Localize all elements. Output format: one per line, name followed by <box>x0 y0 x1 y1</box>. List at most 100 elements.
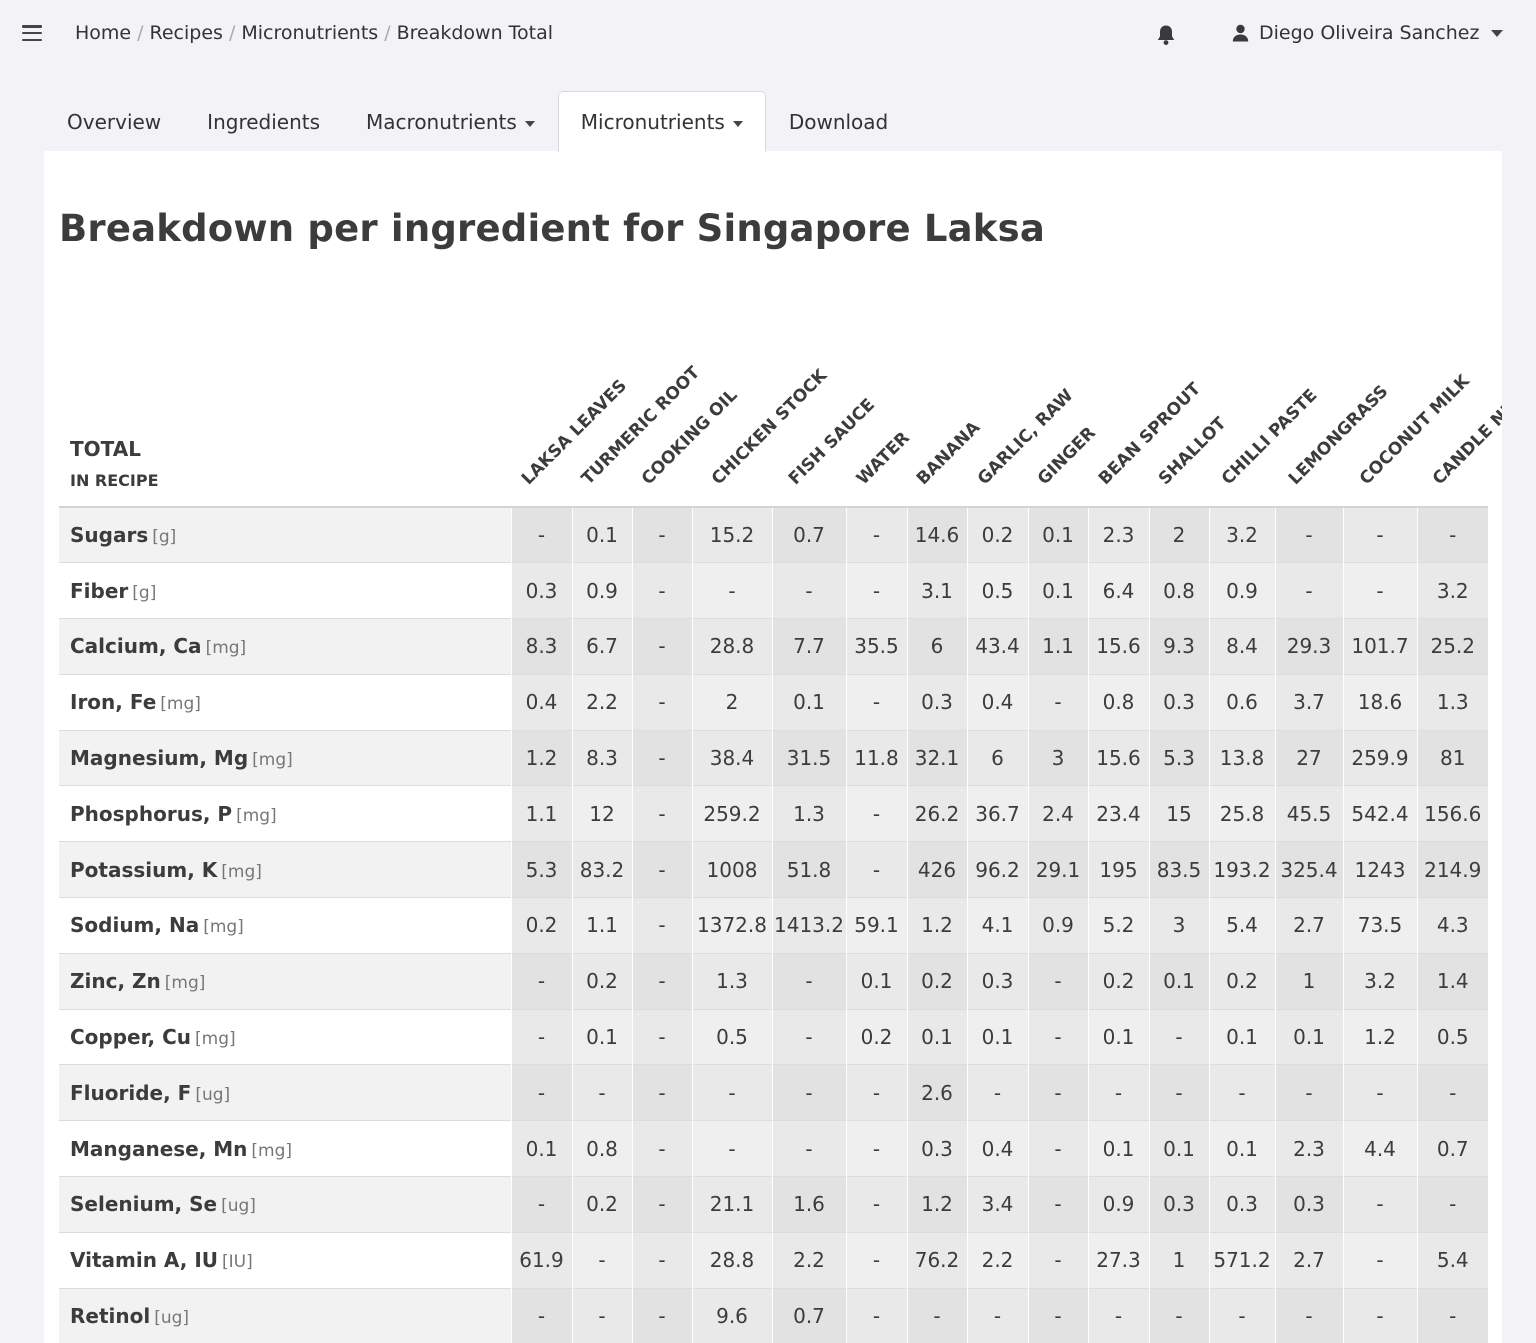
nutrient-label: Retinol <box>70 1304 151 1329</box>
table-cell: 3.7 <box>1274 674 1343 731</box>
table-row: Copper, Cu [mg] -0.1-0.5-0.2 0.1 0.1-0.1-0.1… <box>59 1009 1488 1065</box>
table-cell: 96.2 <box>966 841 1028 898</box>
table-cell: 28.8 <box>691 1232 772 1289</box>
table-cell: - <box>966 1288 1028 1343</box>
table-cell: - <box>845 1120 907 1177</box>
table-cell: - <box>631 1288 692 1343</box>
table-cell: - <box>631 1064 692 1121</box>
table-cell: - <box>510 507 572 563</box>
table-cell: 6 <box>906 618 967 675</box>
table-cell: - <box>1274 1288 1343 1343</box>
table-cell: 1 <box>1274 953 1343 1010</box>
table-cell: 3.2 <box>1416 562 1488 619</box>
table-cell: 0.8 <box>1148 562 1209 619</box>
nutrient-unit: [mg] <box>203 917 244 938</box>
table-cell: 36.7 <box>966 785 1028 842</box>
table-row: Selenium, Se [ug] -0.2-21.1 1.6-1.2 3.4-0.9 0… <box>59 1176 1488 1233</box>
table-cell: 0.9 <box>571 562 632 619</box>
table-cell: 0.3 <box>1208 1176 1275 1233</box>
table-cell: 0.8 <box>1087 674 1149 731</box>
table-cell: 2 <box>1148 507 1209 563</box>
tab-label: Ingredients <box>207 110 321 134</box>
user-icon <box>1232 24 1249 42</box>
tab-download[interactable]: Download <box>766 91 911 152</box>
table-cell: - <box>771 1064 846 1121</box>
table-cell: 5.3 <box>510 841 572 898</box>
table-cell: - <box>1148 1009 1209 1065</box>
table-cell: - <box>1342 1232 1417 1289</box>
user-menu[interactable]: Diego Oliveira Sanchez <box>1232 22 1504 44</box>
table-cell: 0.1 <box>1208 1120 1275 1177</box>
nutrient-name: Calcium, Ca [mg] <box>59 618 511 675</box>
table-cell: - <box>1342 507 1417 563</box>
table-cell: 3 <box>1027 730 1088 786</box>
table-cell: - <box>631 562 692 619</box>
table-cell: 0.2 <box>1087 953 1149 1010</box>
nutrient-label: Calcium, Ca <box>70 634 202 659</box>
table-cell: 5.4 <box>1208 897 1275 954</box>
nutrient-name: Magnesium, Mg [mg] <box>59 730 511 786</box>
tab-label: Macronutrients <box>366 110 517 134</box>
nutrient-name: Selenium, Se [ug] <box>59 1176 511 1233</box>
table-cell: 0.2 <box>906 953 967 1010</box>
table-cell: - <box>631 674 692 731</box>
table-cell: - <box>1027 674 1088 731</box>
table-cell: 0.1 <box>966 1009 1028 1065</box>
nutrient-unit: [mg] <box>236 805 277 826</box>
table-cell: - <box>906 1288 967 1343</box>
table-cell: 35.5 <box>845 618 907 675</box>
breadcrumb-home[interactable]: Home <box>75 22 132 44</box>
table-cell: - <box>845 1064 907 1121</box>
tab-ingredients[interactable]: Ingredients <box>184 91 343 152</box>
nutrient-unit: [mg] <box>195 1029 236 1050</box>
table-cell: - <box>631 897 692 954</box>
table-cell: - <box>1027 1064 1088 1121</box>
nutrient-name: Iron, Fe [mg] <box>59 674 511 730</box>
table-cell: 0.2 <box>510 897 572 954</box>
hamburger-menu-icon[interactable] <box>22 25 42 43</box>
tab-label: Download <box>788 110 889 134</box>
table-cell: 6.7 <box>571 618 632 675</box>
table-cell: - <box>691 1064 772 1121</box>
table-cell: 1.6 <box>771 1176 846 1233</box>
bell-icon[interactable] <box>1156 24 1176 46</box>
breadcrumb-recipes[interactable]: Recipes <box>149 22 223 44</box>
table-cell: 28.8 <box>691 618 772 675</box>
tab-label: Overview <box>67 110 162 134</box>
nutrient-unit: [ug] <box>154 1308 190 1329</box>
table-cell: 571.2 <box>1208 1232 1275 1289</box>
table-cell: 0.3 <box>510 562 572 619</box>
table-cell: 193.2 <box>1208 841 1275 898</box>
breadcrumb-micronutrients[interactable]: Micronutrients <box>241 22 379 44</box>
table-cell: 0.3 <box>1148 674 1209 731</box>
table-cell: 3.1 <box>906 562 967 619</box>
breadcrumb-separator: / <box>137 22 144 44</box>
nutrient-label: Sugars <box>70 523 149 548</box>
tab-micronutrients[interactable]: Micronutrients <box>557 91 766 152</box>
table-cell: - <box>771 953 846 1010</box>
table-cell: 61.9 <box>510 1232 572 1289</box>
tab-overview[interactable]: Overview <box>44 91 184 152</box>
table-row: Fluoride, F [ug] - - - - - -2.6- - - - - - - - <box>59 1064 1488 1121</box>
table-cell: 0.3 <box>1148 1176 1209 1233</box>
table-cell: 2.2 <box>771 1232 846 1289</box>
table-cell: 1.1 <box>1027 618 1088 675</box>
table-cell: 0.3 <box>966 953 1028 1010</box>
tab-macronutrients[interactable]: Macronutrients <box>343 91 558 152</box>
table-row: Calcium, Ca [mg] 8.3 6.7-28.8 7.7 35.5 6 43.4 1.… <box>59 618 1488 675</box>
table-row: Zinc, Zn [mg] -0.2-1.3-0.1 0.2 0.3-0.2 0.1 0.2… <box>59 953 1488 1010</box>
table-cell: - <box>1342 562 1417 619</box>
table-cell: 0.1 <box>906 1009 967 1065</box>
nutrient-unit: [mg] <box>251 1140 293 1161</box>
table-cell: 8.3 <box>571 730 632 786</box>
table-cell: 1 <box>1148 1232 1209 1289</box>
table-cell: 38.4 <box>691 730 772 786</box>
chevron-down-icon <box>732 120 743 127</box>
table-cell: 4.4 <box>1342 1120 1417 1177</box>
table-cell: 0.1 <box>1208 1009 1275 1065</box>
table-cell: 14.6 <box>906 507 967 563</box>
breadcrumb-separator: / <box>228 22 236 44</box>
nutrient-name: Vitamin A, IU [IU] <box>59 1232 511 1288</box>
table-cell: - <box>1274 1064 1343 1121</box>
nutrient-label: Fluoride, F <box>70 1080 192 1105</box>
